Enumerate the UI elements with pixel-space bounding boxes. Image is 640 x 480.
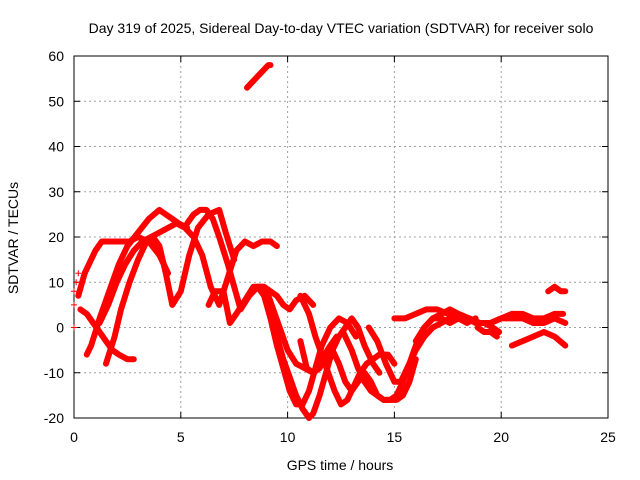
- y-tick-label: 0: [56, 320, 64, 336]
- data-point-marker: [75, 270, 82, 277]
- y-tick-label: 20: [48, 229, 64, 245]
- data-point-marker: [71, 301, 77, 308]
- x-tick-label: 5: [177, 429, 185, 445]
- series-track-10: [267, 310, 383, 421]
- series-track-11: [297, 292, 398, 408]
- chart-title: Day 319 of 2025, Sidereal Day-to-day VTE…: [89, 20, 594, 36]
- y-tick-label: 60: [48, 48, 64, 64]
- series-track-8: [244, 62, 274, 91]
- data-point-marker: [71, 288, 77, 295]
- series-track-19: [474, 324, 500, 340]
- x-tick-label: 0: [70, 429, 78, 445]
- y-tick-label: 40: [48, 139, 64, 155]
- y-tick-label: 30: [48, 184, 64, 200]
- x-tick-label: 10: [280, 429, 296, 445]
- series-track-17: [508, 329, 569, 349]
- x-tick-label: 25: [600, 429, 616, 445]
- x-tick-label: 20: [493, 429, 509, 445]
- y-tick-label: -20: [44, 410, 64, 426]
- y-tick-label: -10: [44, 365, 64, 381]
- y-tick-label: 10: [48, 274, 64, 290]
- series-track-16: [412, 306, 569, 345]
- series-group: [75, 62, 569, 421]
- series-track-12: [297, 338, 419, 403]
- x-tick-label: 15: [387, 429, 403, 445]
- x-axis-label: GPS time / hours: [287, 457, 394, 473]
- data-point-marker: [71, 324, 77, 331]
- series-track-3: [83, 206, 191, 358]
- series-track-1: [77, 306, 137, 363]
- series-track-18: [545, 283, 569, 295]
- y-tick-label: 50: [48, 93, 64, 109]
- y-axis-label: SDTVAR / TECUs: [5, 182, 21, 294]
- marker-group: [71, 270, 82, 331]
- data-point-marker: [73, 279, 80, 286]
- series-track-5: [96, 220, 280, 326]
- axes: 0 5 10 15 20 25 -20 -10 0 10 20 30 40 50 60: [44, 48, 616, 445]
